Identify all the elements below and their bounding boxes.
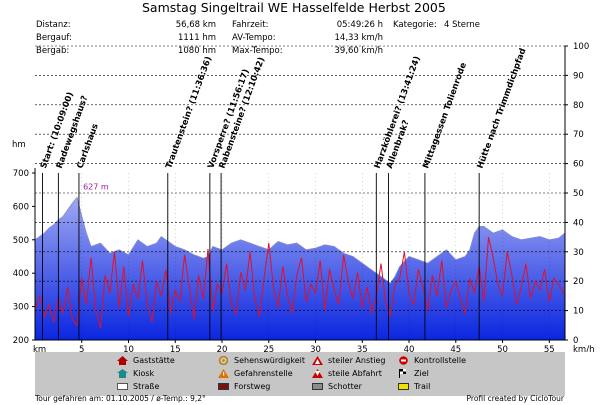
x-tick-label: 30 (310, 345, 321, 352)
x-tick-label: 15 (170, 345, 181, 352)
kontrollstelle-icon (398, 356, 409, 365)
credit-text: Profil created by CicloTour (466, 394, 564, 403)
descent-value: 1080 hm (177, 46, 216, 56)
ziel-icon (398, 369, 409, 378)
distance-label: Distanz: (36, 20, 71, 30)
ascent-value: 1111 hm (177, 33, 216, 43)
sehenswuerdigkeit-icon (218, 355, 229, 366)
y-right-tick-label: 40 (573, 218, 584, 228)
x-tick-label: 10 (123, 345, 134, 352)
trail-icon (398, 382, 409, 391)
steiler-anstieg-icon (312, 356, 323, 365)
ridetime-value: 05:49:26 h (336, 20, 383, 30)
y-right-tick-label: 100 (573, 42, 589, 52)
stats-header: Samstag Singeltrail WE Hasselfelde Herbs… (0, 0, 600, 62)
legend-item-gaststaette: Gaststätte (117, 356, 175, 365)
distance-value: 56,68 km (175, 20, 216, 30)
legend-label: steile Abfahrt (328, 369, 382, 378)
y-right-tick-label: 20 (573, 277, 584, 287)
x-tick-label: 50 (497, 345, 508, 352)
y-right-tick-label: 30 (573, 248, 584, 258)
ascent-label: Bergauf: (36, 33, 72, 43)
legend-label: Kontrollstelle (414, 356, 466, 365)
max-speed-value: 39,60 km/h (334, 46, 384, 56)
legend-item-ziel: Ziel (398, 369, 429, 378)
legend-item-trail: Trail (398, 382, 430, 391)
strasse-icon (117, 382, 128, 391)
gefahrenstelle-icon (218, 369, 229, 378)
category-value: 4 Sterne (443, 20, 480, 30)
legend-item-kontrollstelle: Kontrollstelle (398, 356, 466, 365)
legend-label: Gefahrenstelle (234, 369, 293, 378)
legend-label: Straße (133, 382, 160, 391)
legend-label: Kiosk (133, 369, 155, 378)
y-tick-label: 300 (13, 303, 29, 313)
waypoint-label: Hütte nach Trimmdichpfad (476, 47, 529, 170)
legend-item-forstweg: Forstweg (218, 382, 270, 391)
avg-speed-label: AV-Tempo: (232, 33, 276, 43)
y-tick-label: 400 (13, 269, 29, 279)
peak-label: 627 m (83, 182, 109, 191)
y-right-tick-label: 90 (573, 71, 584, 81)
x-tick-label: 25 (263, 345, 274, 352)
waypoint-label: Mittagessen Tolienrode (421, 61, 469, 170)
elevation-speed-chart: 200 300 400 500 600 700 0 10 20 30 40 50 60 70 80 90 100… (12, 42, 594, 352)
legend-item-sehenswuerdigkeit: Sehenswürdigkeit (218, 355, 305, 366)
legend-label: Forstweg (234, 382, 271, 391)
y-tick-label: 500 (13, 236, 29, 246)
legend-label: Gaststätte (133, 356, 175, 365)
x-tick-label: 5 (79, 345, 84, 352)
elevation-area (34, 196, 566, 341)
x-tick-label: 55 (544, 345, 555, 352)
x-tick-label: 45 (450, 345, 461, 352)
descent-label: Bergab: (36, 46, 70, 56)
legend-item-schotter: Schotter (312, 382, 362, 391)
y-right-tick-label: 80 (573, 101, 584, 111)
y-right-axis-label: km/h (573, 345, 594, 352)
legend-item-steiler-anstieg: steiler Anstieg (312, 356, 386, 365)
y-tick-label: 700 (13, 169, 29, 179)
kiosk-icon (117, 369, 128, 378)
speed-line (34, 236, 566, 329)
gaststaette-icon (117, 356, 128, 365)
x-axis-label: km (33, 345, 46, 352)
schotter-icon (312, 382, 323, 391)
legend-item-kiosk: Kiosk (117, 369, 154, 378)
y-right-tick-label: 60 (573, 160, 584, 170)
legend-item-steile-abfahrt: steile Abfahrt (312, 369, 382, 378)
legend-label: Trail (414, 382, 431, 391)
y-axis-label: hm (12, 140, 26, 150)
category-label: Kategorie: (393, 20, 437, 30)
y-right-tick-label: 10 (573, 307, 584, 317)
tour-date-text: Tour gefahren am: 01.10.2005 / ø-Temp.: … (35, 394, 206, 403)
legend-item-strasse: Straße (117, 382, 159, 391)
legend-label: Sehenswürdigkeit (234, 356, 305, 365)
x-tick-label: 35 (357, 345, 368, 352)
legend-label: steiler Anstieg (328, 356, 386, 365)
legend-item-gefahrenstelle: Gefahrenstelle (218, 369, 293, 378)
y-right-tick-label: 50 (573, 189, 584, 199)
legend: Gaststätte Sehenswürdigkeit steiler Anst… (35, 352, 565, 396)
x-tick-label: 20 (217, 345, 228, 352)
waypoint-label: Carlshaus (75, 122, 100, 170)
forstweg-icon (218, 382, 229, 391)
y-right-tick-label: 0 (573, 336, 578, 346)
legend-label: Ziel (414, 369, 429, 378)
waypoint-label: Trautenstein? (11:36:36) (164, 55, 214, 170)
steile-abfahrt-icon (312, 369, 323, 378)
y-tick-label: 200 (13, 336, 29, 346)
legend-label: Schotter (328, 382, 362, 391)
avg-speed-value: 14,33 km/h (334, 33, 384, 43)
y-tick-label: 600 (13, 202, 29, 212)
ridetime-label: Fahrzeit: (232, 20, 269, 30)
x-tick-label: 40 (404, 345, 415, 352)
y-right-tick-label: 70 (573, 130, 584, 140)
max-speed-label: Max-Tempo: (232, 46, 283, 56)
page-title: Samstag Singeltrail WE Hasselfelde Herbs… (142, 0, 446, 15)
